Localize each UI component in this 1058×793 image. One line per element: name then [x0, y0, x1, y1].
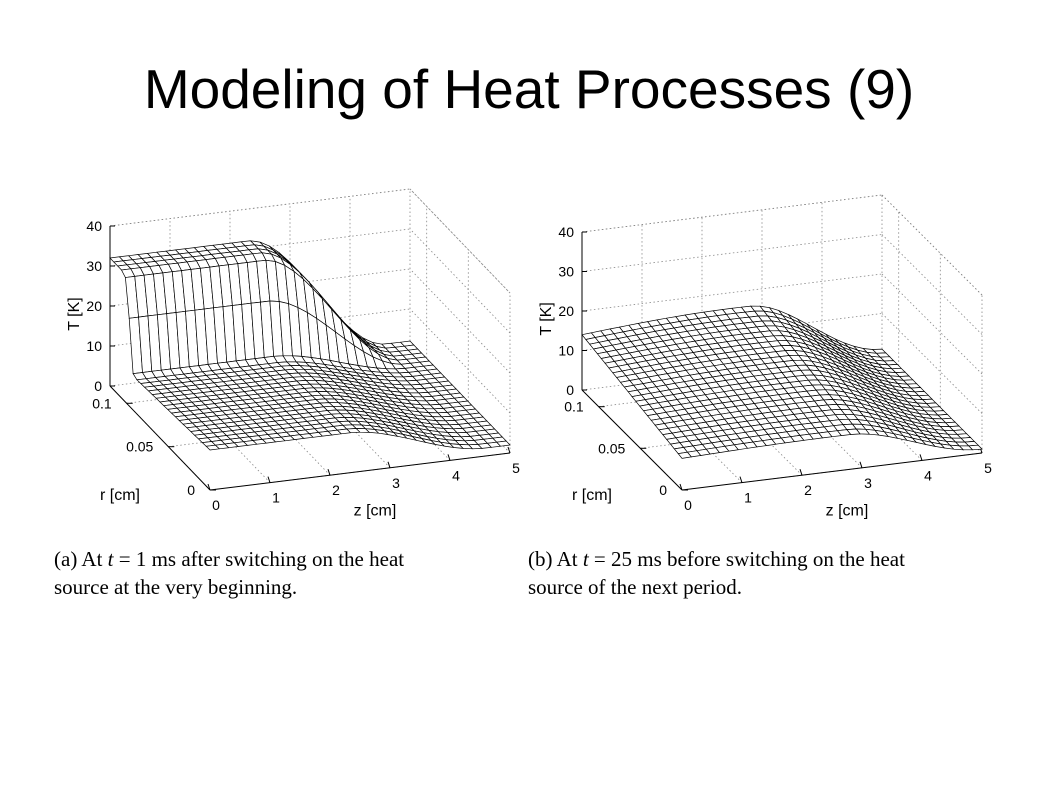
- chart-a-z-axis: [209, 452, 511, 491]
- chart-b-r-axis: [581, 389, 683, 491]
- chart-a-ylabel: r [cm]: [100, 487, 140, 504]
- chart-b-mesh-cell: [968, 444, 983, 451]
- chart-a-r-axis: [109, 385, 211, 491]
- caption-b-var: t: [582, 547, 589, 571]
- chart-a-tick-z: 4: [452, 467, 460, 483]
- chart-b-tick-mark: [739, 476, 743, 483]
- chart-b-z-axis: [681, 452, 983, 491]
- chart-b-grid-line: [581, 194, 883, 233]
- chart-a-tick-t: 40: [86, 218, 102, 234]
- chart-a-tick-mark: [507, 446, 511, 454]
- caption-a-prefix: (a) At: [54, 547, 108, 571]
- caption-a-line2: source at the very beginning.: [54, 575, 298, 599]
- chart-a-grid-line: [409, 308, 511, 414]
- caption-a-eq: = 1: [113, 547, 147, 571]
- chart-b-grid-line: [881, 234, 983, 335]
- chart-b-tick-z: 0: [684, 497, 692, 513]
- chart-b-zlabel: T [K]: [538, 302, 555, 336]
- chart-a-tick-t: 0: [94, 378, 102, 394]
- chart-b-tick-t: 0: [566, 382, 574, 398]
- chart-a-tick-mark: [267, 476, 271, 483]
- surface-plot-a: 0 10 20 30 40 0 1 2 3 4 5 0 0.05 0.1 z [cm] r [cm] T [K]: [66, 188, 520, 520]
- caption-a-var: t: [107, 547, 114, 571]
- chart-a-tick-mark: [207, 483, 211, 491]
- chart-b-tick-z: 1: [744, 490, 752, 506]
- chart-a-tick-z: 2: [332, 482, 340, 498]
- chart-a-tick-t: 20: [86, 298, 102, 314]
- chart-b-tick-z: 2: [804, 482, 812, 498]
- caption-a-line1: ms after switching on the heat: [146, 547, 405, 571]
- chart-b-tick-z: 5: [984, 460, 992, 476]
- chart-b-tick-t: 20: [558, 303, 574, 319]
- chart-b-axes: [581, 231, 983, 491]
- chart-b-tick-t: 30: [558, 264, 574, 280]
- chart-b-grid-line: [881, 273, 983, 375]
- chart-b-tick-r: 0.05: [598, 440, 625, 456]
- chart-b-surface: [581, 305, 983, 459]
- chart-a-tick-r: 0: [187, 482, 195, 498]
- chart-a-grid-line: [409, 268, 511, 374]
- surface-plot-b: 0 10 20 30 40 0 1 2 3 4 5 0 0.05 0.1 z [cm] r [cm] T [K]: [538, 194, 992, 520]
- chart-b-tick-mark: [919, 454, 923, 461]
- chart-a-tick-t: 30: [86, 258, 102, 274]
- caption-b: (b) At t = 25 ms before switching on the…: [528, 545, 905, 601]
- slide-title: Modeling of Heat Processes (9): [143, 58, 915, 120]
- chart-a-surface: [109, 240, 511, 451]
- chart-b-xlabel: z [cm]: [826, 503, 869, 520]
- chart-a-grid-line: [409, 188, 511, 294]
- caption-b-line1: ms before switching on the heat: [632, 547, 905, 571]
- chart-b-tick-z: 4: [924, 467, 932, 483]
- chart-a-tick-r: 0.1: [92, 395, 112, 411]
- chart-a-tick-z: 5: [512, 460, 520, 476]
- chart-b-grid-line: [881, 194, 983, 296]
- chart-b-grid-line: [581, 273, 883, 312]
- caption-b-line2: source of the next period.: [528, 575, 743, 599]
- chart-a-axes: [109, 225, 511, 491]
- chart-a-tick-mark: [327, 469, 331, 476]
- chart-a-tick-z: 0: [212, 497, 220, 513]
- chart-b-tick-z: 3: [864, 475, 872, 491]
- chart-a-mesh-cell: [496, 440, 511, 447]
- chart-b-grid-line: [581, 234, 883, 272]
- chart-a-tick-t: 10: [86, 338, 102, 354]
- chart-a-xlabel: z [cm]: [354, 503, 397, 520]
- chart-a-tick-r: 0.05: [126, 439, 153, 455]
- chart-a-zlabel: T [K]: [66, 297, 83, 331]
- chart-b-tick-r: 0: [659, 482, 667, 498]
- chart-b-tick-mark: [859, 461, 863, 468]
- chart-b-tick-mark: [799, 469, 803, 476]
- chart-a-grid-line: [409, 228, 511, 334]
- caption-b-eq: = 25: [588, 547, 633, 571]
- chart-a-tick-z: 1: [272, 490, 280, 506]
- chart-b-ylabel: r [cm]: [572, 487, 612, 504]
- chart-b-tick-t: 40: [558, 224, 574, 240]
- chart-a-tick-mark: [447, 454, 451, 461]
- caption-a: (a) At t = 1 ms after switching on the h…: [54, 545, 404, 601]
- chart-b-tick-t: 10: [558, 343, 574, 359]
- chart-a-tick-mark: [387, 461, 391, 468]
- caption-b-prefix: (b) At: [528, 547, 583, 571]
- chart-a-tick-z: 3: [392, 475, 400, 491]
- chart-b-tick-r: 0.1: [564, 399, 584, 415]
- chart-b-tick-mark: [679, 483, 683, 491]
